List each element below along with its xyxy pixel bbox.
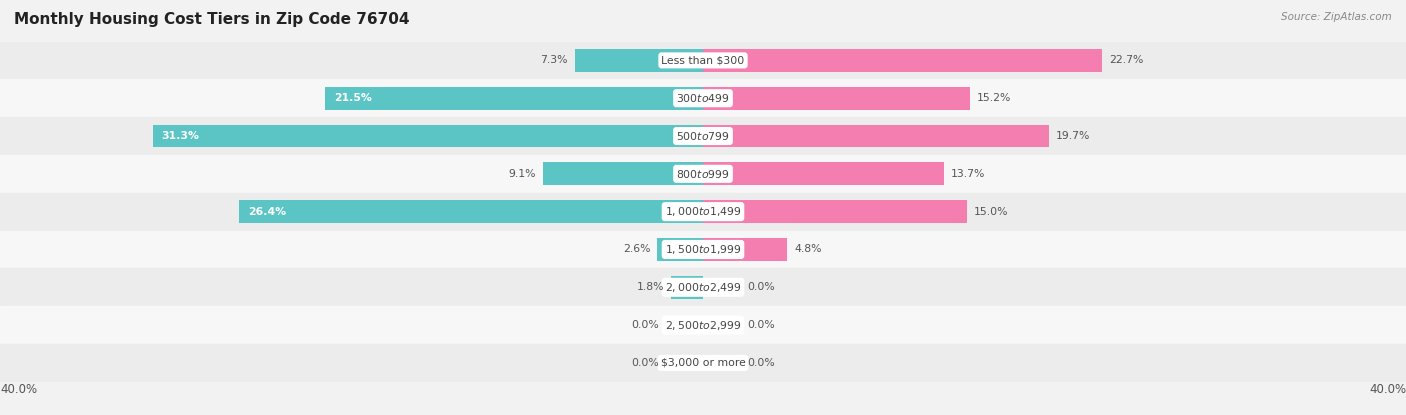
Text: $500 to $799: $500 to $799 <box>676 130 730 142</box>
Text: $2,500 to $2,999: $2,500 to $2,999 <box>665 319 741 332</box>
Text: $3,000 or more: $3,000 or more <box>661 358 745 368</box>
Bar <box>0 79 1406 117</box>
Text: 15.0%: 15.0% <box>973 207 1008 217</box>
Bar <box>703 238 787 261</box>
Bar <box>575 49 703 72</box>
Bar <box>703 49 1102 72</box>
Bar <box>543 163 703 185</box>
Bar <box>0 269 1406 306</box>
Bar <box>0 231 1406 269</box>
Text: 0.0%: 0.0% <box>747 282 775 292</box>
Text: 15.2%: 15.2% <box>977 93 1011 103</box>
Text: Less than $300: Less than $300 <box>661 56 745 66</box>
Bar <box>703 163 943 185</box>
Text: 7.3%: 7.3% <box>540 56 568 66</box>
Text: 4.8%: 4.8% <box>794 244 823 254</box>
Bar <box>0 117 1406 155</box>
Text: 0.0%: 0.0% <box>631 320 659 330</box>
Bar <box>703 124 1049 147</box>
Bar <box>325 87 703 110</box>
Bar <box>153 124 703 147</box>
Bar <box>703 200 967 223</box>
Bar <box>239 200 703 223</box>
Text: $300 to $499: $300 to $499 <box>676 92 730 104</box>
Text: 2.6%: 2.6% <box>623 244 650 254</box>
Bar <box>0 344 1406 382</box>
Text: 0.0%: 0.0% <box>747 320 775 330</box>
Bar <box>657 238 703 261</box>
Text: $2,000 to $2,499: $2,000 to $2,499 <box>665 281 741 294</box>
Bar <box>0 155 1406 193</box>
Text: 21.5%: 21.5% <box>335 93 371 103</box>
Text: Monthly Housing Cost Tiers in Zip Code 76704: Monthly Housing Cost Tiers in Zip Code 7… <box>14 12 409 27</box>
Text: 40.0%: 40.0% <box>1369 383 1406 395</box>
Text: 22.7%: 22.7% <box>1109 56 1143 66</box>
Bar <box>0 193 1406 231</box>
Text: 26.4%: 26.4% <box>247 207 285 217</box>
Text: 19.7%: 19.7% <box>1056 131 1091 141</box>
Bar <box>703 87 970 110</box>
Text: $1,500 to $1,999: $1,500 to $1,999 <box>665 243 741 256</box>
Text: Source: ZipAtlas.com: Source: ZipAtlas.com <box>1281 12 1392 22</box>
Bar <box>672 276 703 299</box>
Text: $1,000 to $1,499: $1,000 to $1,499 <box>665 205 741 218</box>
Text: 1.8%: 1.8% <box>637 282 665 292</box>
Text: $800 to $999: $800 to $999 <box>676 168 730 180</box>
Text: 40.0%: 40.0% <box>0 383 37 395</box>
Bar <box>0 42 1406 79</box>
Text: 9.1%: 9.1% <box>509 169 536 179</box>
Text: 31.3%: 31.3% <box>162 131 200 141</box>
Text: 13.7%: 13.7% <box>950 169 986 179</box>
Text: 0.0%: 0.0% <box>747 358 775 368</box>
Text: 0.0%: 0.0% <box>631 358 659 368</box>
Bar <box>0 306 1406 344</box>
